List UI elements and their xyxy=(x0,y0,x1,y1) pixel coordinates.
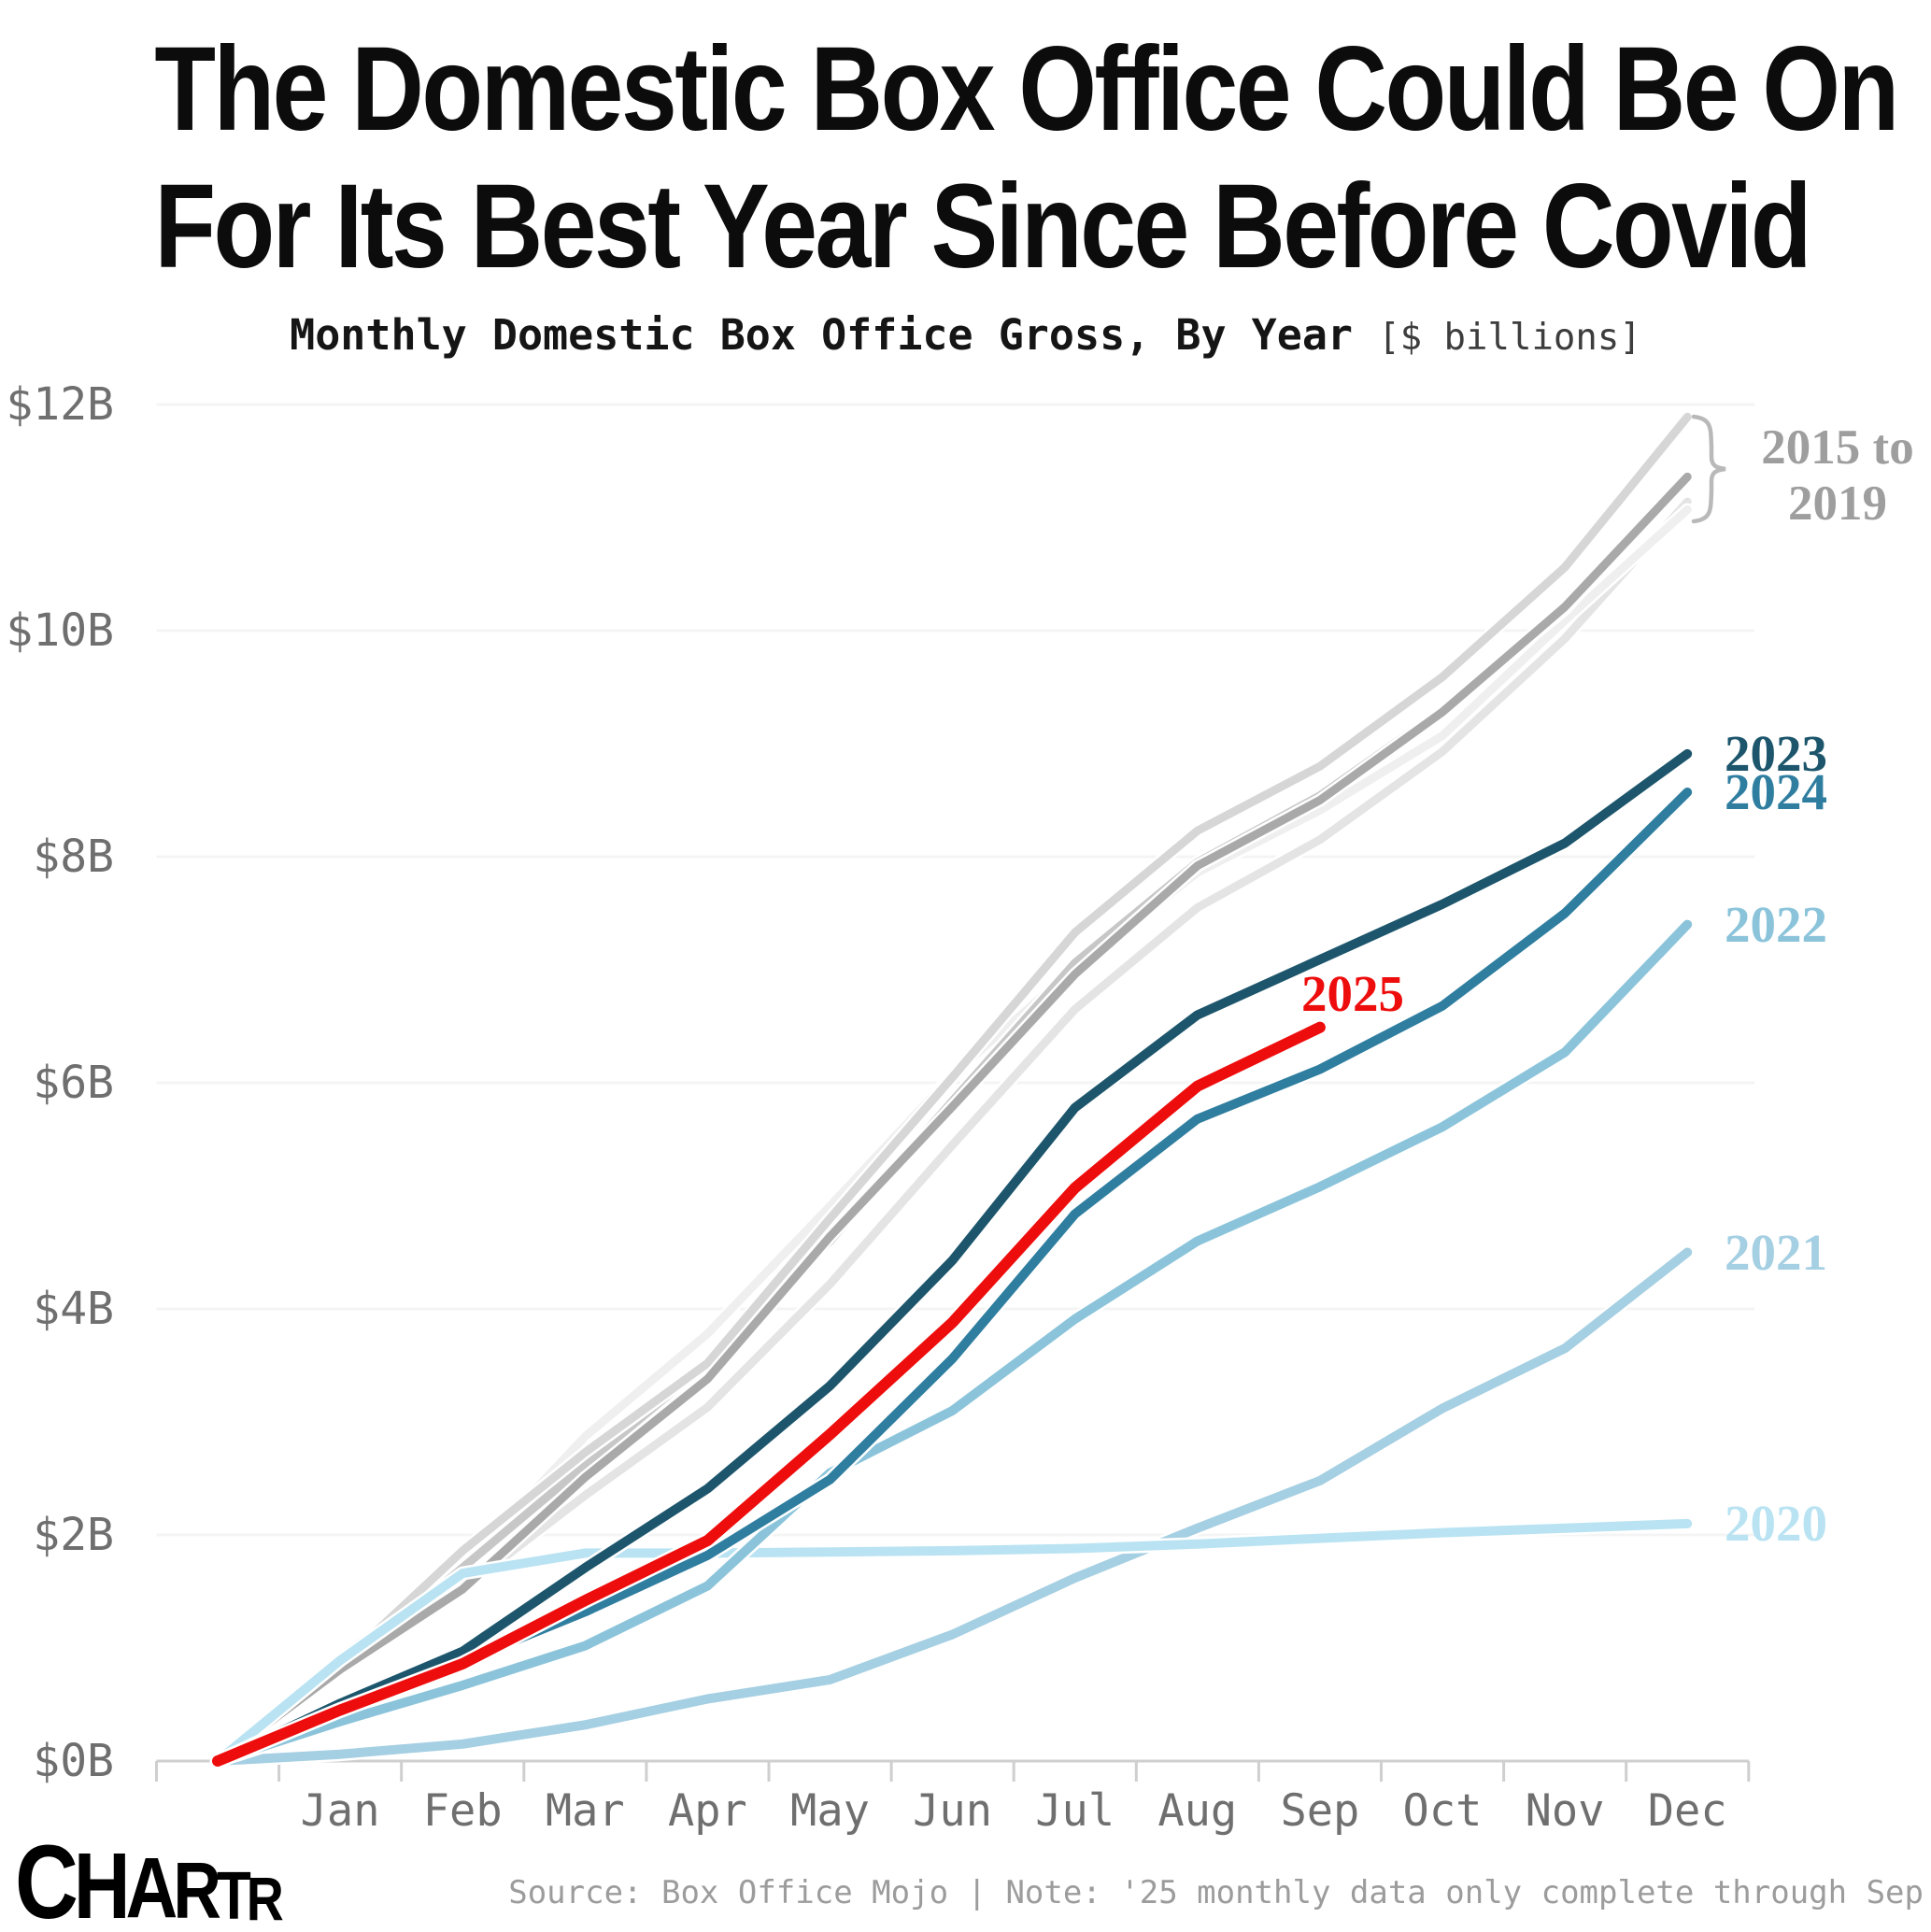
line-2019 xyxy=(213,472,1692,1766)
x-tick-label-Jun: Jun xyxy=(913,1785,993,1837)
logo-letter-2: A xyxy=(125,1840,178,1932)
subtitle-unit: [$ billions] xyxy=(1378,317,1641,359)
x-tick-label-Sep: Sep xyxy=(1280,1785,1360,1837)
x-axis xyxy=(155,1759,1751,1782)
x-tick-label-Nov: Nov xyxy=(1525,1785,1605,1837)
x-tick-label-Feb: Feb xyxy=(422,1785,503,1837)
y-tick-label-$4B: $4B xyxy=(33,1283,114,1335)
line-halo-2024 xyxy=(210,785,1695,1769)
label-2015-to-2019: 2015 to 2019 xyxy=(1739,419,1931,532)
logo-letter-5: R xyxy=(246,1863,284,1932)
x-tick-label-Apr: Apr xyxy=(667,1785,747,1837)
title-line-2: For Its Best Year Since Before Covid xyxy=(154,160,1811,293)
logo-letter-0: C xyxy=(15,1823,78,1932)
source-note: Source: Box Office Mojo | Note: '25 mont… xyxy=(508,1874,1924,1911)
line-2024 xyxy=(213,788,1693,1766)
x-tick-label-Jul: Jul xyxy=(1035,1785,1115,1837)
subtitle-text: Monthly Domestic Box Office Gross, By Ye… xyxy=(290,310,1379,360)
group-label-line2: 2019 xyxy=(1788,476,1887,531)
label-2021: 2021 xyxy=(1725,1223,1827,1281)
y-tick-label-$8B: $8B xyxy=(33,831,114,883)
y-tick-label-$12B: $12B xyxy=(6,378,114,431)
line-2021 xyxy=(213,1247,1693,1766)
label-2020: 2020 xyxy=(1725,1494,1827,1552)
line-2020 xyxy=(213,1518,1693,1766)
logo-letter-1: H xyxy=(73,1834,131,1932)
title-line-1: The Domestic Box Office Could Be On xyxy=(154,22,1899,156)
line-halo-2025 xyxy=(209,1019,1328,1769)
y-tick-label-$6B: $6B xyxy=(33,1057,114,1109)
x-tick-label-Dec: Dec xyxy=(1647,1785,1727,1837)
line-2023 xyxy=(213,748,1693,1766)
y-tick-label-$2B: $2B xyxy=(33,1509,114,1561)
x-tick-label-Mar: Mar xyxy=(545,1785,625,1837)
group-bracket-brace xyxy=(1691,414,1726,524)
x-tick-label-Jan: Jan xyxy=(300,1785,380,1837)
y-tick-label-$10B: $10B xyxy=(6,604,114,657)
line-halo-2018 xyxy=(211,410,1695,1768)
logo-letter-3: R xyxy=(173,1846,221,1932)
label-2022: 2022 xyxy=(1725,895,1827,953)
data-lines xyxy=(209,410,1695,1769)
logo-letter-4: T xyxy=(216,1858,251,1932)
x-tick-label-Oct: Oct xyxy=(1402,1785,1483,1837)
chart-subtitle: Monthly Domestic Box Office Gross, By Ye… xyxy=(0,310,1931,360)
label-2024: 2024 xyxy=(1725,763,1827,821)
line-2022 xyxy=(213,919,1693,1766)
line-halo-2020 xyxy=(210,1516,1695,1769)
label-2023: 2023 xyxy=(1725,724,1827,782)
label-2025: 2025 xyxy=(1301,965,1404,1022)
x-tick-label-Aug: Aug xyxy=(1157,1785,1238,1837)
line-2018 xyxy=(213,412,1692,1766)
page-title: The Domestic Box Office Could Be On For … xyxy=(154,21,1899,295)
group-label-line1: 2015 to xyxy=(1761,420,1914,475)
line-2025 xyxy=(212,1021,1326,1767)
x-tick-label-May: May xyxy=(790,1785,870,1837)
y-tick-label-$0B: $0B xyxy=(33,1735,114,1787)
